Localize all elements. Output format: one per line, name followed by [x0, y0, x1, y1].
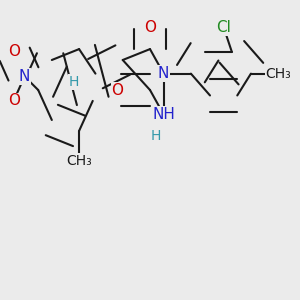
Text: CH₃: CH₃	[265, 67, 291, 81]
Text: H: H	[68, 75, 79, 89]
Text: O: O	[144, 20, 156, 35]
Text: NH: NH	[152, 107, 175, 122]
Text: CH₃: CH₃	[66, 154, 92, 168]
Text: N: N	[19, 69, 30, 84]
Text: N: N	[158, 66, 169, 81]
Text: Cl: Cl	[216, 20, 231, 35]
Text: O: O	[8, 93, 20, 108]
Text: O: O	[111, 82, 123, 98]
Text: O: O	[8, 44, 20, 59]
Text: H: H	[150, 129, 161, 143]
